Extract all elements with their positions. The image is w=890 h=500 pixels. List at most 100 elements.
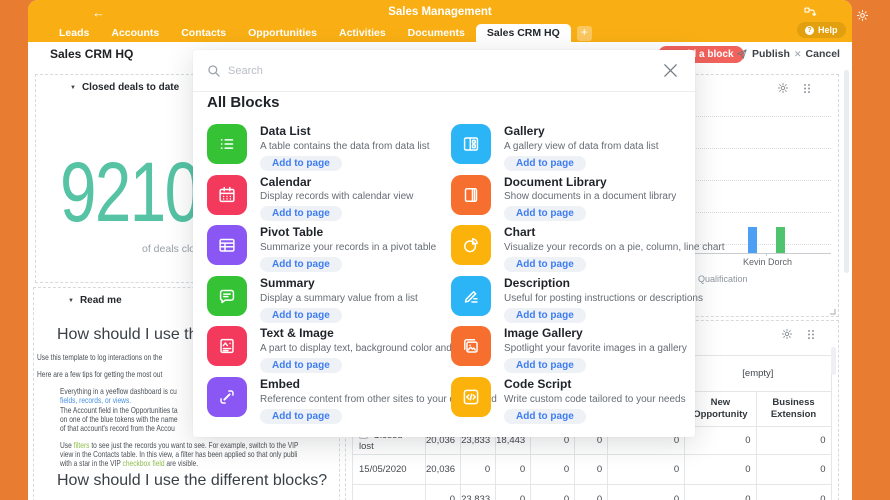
- block-description: A table contains the data from data list: [260, 140, 430, 152]
- help-button[interactable]: ? Help: [797, 22, 846, 38]
- top-bar: [28, 0, 852, 42]
- collapse-icon: ▼: [68, 297, 74, 304]
- chart-block-tools: [777, 82, 811, 94]
- chart-bar-blue[interactable]: [748, 227, 757, 253]
- tab-opportunities[interactable]: Opportunities: [248, 27, 317, 39]
- block-description: Display a summary value from a list: [260, 292, 418, 304]
- add-to-page-button[interactable]: Add to page: [504, 155, 586, 171]
- tab-leads[interactable]: Leads: [59, 27, 90, 39]
- closed-deals-header[interactable]: ▼ Closed deals to date: [70, 82, 180, 93]
- block-item-document-library[interactable]: Document Library Show documents in a doc…: [451, 174, 695, 226]
- help-icon: ?: [805, 25, 814, 35]
- block-description: A gallery view of data from data list: [504, 140, 659, 152]
- drag-handle-icon[interactable]: [803, 83, 811, 94]
- block-item-pivot-table[interactable]: Pivot Table Summarize your records in a …: [207, 225, 451, 276]
- workflow-icon[interactable]: [803, 6, 818, 21]
- add-to-page-button[interactable]: Add to page: [504, 256, 586, 272]
- readme-tip-3-line-3: with a star in the VIP checkbox field ar…: [60, 458, 199, 468]
- chart-icon: [451, 225, 491, 266]
- modal-close-icon[interactable]: [662, 62, 679, 79]
- chart-legend-label: Qualification: [698, 274, 748, 284]
- add-to-page-button[interactable]: Add to page: [260, 206, 342, 222]
- add-tab-button[interactable]: +: [576, 25, 592, 41]
- publish-button[interactable]: Publish: [736, 48, 790, 60]
- column-header: New Opportunity: [684, 391, 757, 427]
- gear-icon[interactable]: [781, 328, 793, 340]
- blocks-grid: Data List A table contains the data from…: [207, 124, 724, 428]
- add-to-page-button[interactable]: Add to page: [260, 358, 342, 374]
- block-description: Show documents in a document library: [504, 191, 677, 203]
- embed-icon: [207, 376, 247, 417]
- readme-intro-2: Here are a few tips for getting the most…: [37, 369, 163, 379]
- search-input[interactable]: [228, 64, 608, 77]
- block-title: Embed: [260, 376, 301, 391]
- description-icon: [451, 275, 491, 316]
- pivot-block-tools: [781, 328, 815, 340]
- axis-tick: [766, 253, 767, 256]
- block-item-text-image[interactable]: Text & Image A part to display text, bac…: [207, 326, 482, 377]
- readme-tip-1-link[interactable]: fields, records, or views.: [60, 395, 132, 405]
- cancel-button[interactable]: ✕ Cancel: [794, 48, 840, 60]
- page-title: Sales CRM HQ: [50, 47, 134, 61]
- closed-deals-value: 9210: [60, 145, 201, 239]
- tab-documents[interactable]: Documents: [407, 27, 465, 39]
- document-library-icon: [451, 174, 491, 215]
- gear-icon[interactable]: [777, 82, 789, 94]
- block-title: Pivot Table: [260, 225, 324, 240]
- block-item-image-gallery[interactable]: Image Gallery Spotlight your favorite im…: [451, 326, 695, 377]
- resize-handle-icon[interactable]: [829, 308, 836, 315]
- block-description: Summarize your records in a pivot table: [260, 241, 437, 253]
- tab-accounts[interactable]: Accounts: [111, 27, 160, 39]
- readme-tip-2-line-1: The Account field in the Opportunities t…: [60, 405, 178, 415]
- add-to-page-button[interactable]: Add to page: [260, 408, 342, 424]
- block-title: Summary: [260, 275, 315, 290]
- back-arrow-icon[interactable]: ←: [92, 5, 105, 20]
- block-item-gallery[interactable]: Gallery A gallery view of data from data…: [451, 124, 695, 175]
- add-to-page-button[interactable]: Add to page: [260, 155, 342, 171]
- block-item-description[interactable]: Description Useful for posting instructi…: [451, 275, 703, 327]
- data-list-icon: [207, 124, 247, 164]
- tab-activities[interactable]: Activities: [338, 27, 386, 39]
- block-item-code-script[interactable]: Code Script Write custom code tailored t…: [451, 376, 695, 428]
- checkbox-field-link[interactable]: checkbox field: [122, 458, 165, 468]
- add-to-page-button[interactable]: Add to page: [260, 256, 342, 272]
- gallery-icon: [451, 124, 491, 164]
- code-script-icon: [451, 376, 491, 417]
- block-title: Data List: [260, 124, 311, 138]
- block-title: Image Gallery: [504, 326, 583, 341]
- page-scrollbar[interactable]: [844, 70, 849, 273]
- readme-tip-1: Everything in a yeeflow dashboard is cu: [60, 386, 177, 396]
- add-to-page-button[interactable]: Add to page: [504, 408, 586, 424]
- tab-contacts[interactable]: Contacts: [181, 27, 227, 39]
- block-item-data-list[interactable]: Data List A table contains the data from…: [207, 124, 451, 175]
- add-to-page-button[interactable]: Add to page: [504, 206, 586, 222]
- add-to-page-button[interactable]: Add to page: [260, 307, 342, 323]
- pivot-table-icon: [207, 225, 247, 266]
- search-icon: [207, 64, 221, 78]
- block-item-chart[interactable]: Chart Visualize your records on a pie, c…: [451, 225, 724, 276]
- calendar-icon: [207, 174, 247, 215]
- block-item-calendar[interactable]: Calendar Display records with calendar v…: [207, 174, 451, 226]
- table-scrollbar[interactable]: [831, 347, 836, 375]
- paper-plane-icon: [736, 48, 748, 60]
- add-to-page-button[interactable]: Add to page: [504, 307, 586, 323]
- filters-link[interactable]: filters: [73, 440, 90, 450]
- add-to-page-button[interactable]: Add to page: [504, 358, 586, 374]
- settings-gear-icon[interactable]: [856, 9, 869, 22]
- readme-tip-3-line-2: view in the Contacts table. In this view…: [60, 449, 298, 459]
- block-description: Visualize your records on a pie, column,…: [504, 241, 725, 253]
- row-label-cell: [352, 484, 426, 500]
- block-title: Gallery: [504, 124, 545, 138]
- block-description: Write custom code tailored to your needs: [504, 393, 686, 405]
- block-item-summary[interactable]: Summary Display a summary value from a l…: [207, 275, 451, 327]
- chart-bar-green[interactable]: [776, 227, 785, 253]
- readme-tip-2-line-3: of that account's record from the Accou: [60, 423, 175, 433]
- block-description: Display records with calendar view: [260, 191, 414, 203]
- readme-header[interactable]: ▼ Read me: [68, 295, 122, 306]
- tab-sales-crm-hq[interactable]: Sales CRM HQ: [475, 24, 571, 42]
- drag-handle-icon[interactable]: [807, 329, 815, 340]
- all-blocks-modal: All Blocks Data List A table contains th…: [193, 50, 724, 437]
- modal-title: All Blocks: [207, 94, 280, 111]
- tab-bar: Leads Accounts Contacts Opportunities Ac…: [48, 24, 592, 42]
- block-item-embed[interactable]: Embed Reference content from other sites…: [207, 376, 497, 428]
